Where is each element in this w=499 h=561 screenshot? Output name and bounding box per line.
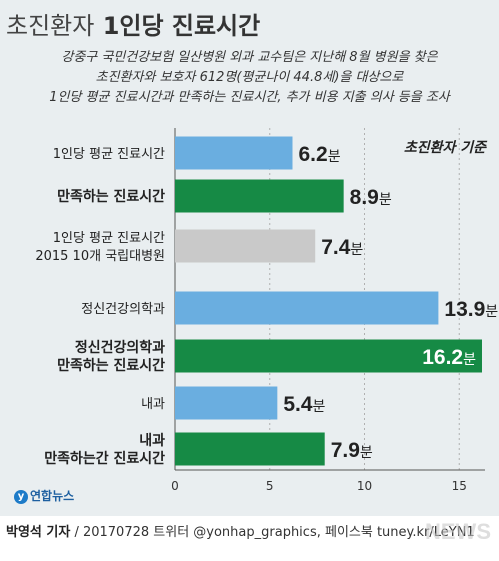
value-label: 7.9분 <box>331 439 373 462</box>
bar <box>175 432 325 466</box>
bar <box>175 386 278 420</box>
title-bold: 1인당 진료시간 <box>102 12 261 40</box>
bar <box>175 229 316 263</box>
category-label: 만족하는간 진료시간 <box>44 450 165 467</box>
category-label: 내과 <box>141 397 165 412</box>
bar <box>175 291 439 325</box>
header: 초진환자 1인당 진료시간 <box>0 0 499 44</box>
value-label: 6.2분 <box>298 143 340 166</box>
category-label: 1인당 평균 진료시간 <box>53 231 165 246</box>
category-label: 만족하는 진료시간 <box>57 357 165 374</box>
credit-rest: / 20170728 트위터 @yonhap_graphics, 페이스북 tu… <box>70 525 475 540</box>
subtitle: 강중구 국민건강보험 일산병원 외과 교수팀은 지난해 8월 병원을 찾은 초진… <box>0 48 499 108</box>
subtitle-line-2: 초진환자와 보호자 612명(평균나이 44.8세)을 대상으로 <box>95 70 404 85</box>
subtitle-line-1: 강중구 국민건강보험 일산병원 외과 교수팀은 지난해 8월 병원을 찾은 <box>61 50 438 65</box>
category-label: 1인당 평균 진료시간 <box>53 147 165 162</box>
value-label: 16.2분 <box>422 346 476 369</box>
value-label: 7.4분 <box>321 236 363 259</box>
category-label: 2015 10개 국립대병원 <box>35 249 165 264</box>
x-tick-label: 10 <box>357 479 372 493</box>
category-label: 정신건강의학과 <box>81 302 165 317</box>
bar <box>175 339 482 373</box>
page-title: 초진환자 1인당 진료시간 <box>6 6 260 41</box>
credit: 박영석 기자 / 20170728 트위터 @yonhap_graphics, … <box>6 521 475 540</box>
logo: y 연합뉴스 <box>14 487 74 504</box>
credit-author: 박영석 기자 <box>6 525 71 540</box>
title-light: 초진환자 <box>6 12 95 40</box>
value-label: 8.9분 <box>350 186 392 209</box>
category-label: 만족하는 진료시간 <box>57 188 165 205</box>
category-label: 내과 <box>139 433 165 449</box>
bar <box>175 136 293 170</box>
logo-text: 연합뉴스 <box>30 489 75 503</box>
chart-annotation: 초진환자 기준 <box>404 140 488 156</box>
x-tick-label: 15 <box>452 479 467 493</box>
x-tick-label: 0 <box>171 479 179 493</box>
value-label: 5.4분 <box>283 393 325 416</box>
watermark: NEWS <box>425 519 491 544</box>
subtitle-line-3: 1인당 평균 진료시간과 만족하는 진료시간, 추가 비용 지출 의사 등을 조… <box>49 90 450 105</box>
x-tick-label: 5 <box>266 479 274 493</box>
bar <box>175 179 344 213</box>
footer <box>0 516 499 561</box>
category-label: 정신건강의학과 <box>75 339 165 356</box>
yonhap-logo-icon: y <box>14 489 28 504</box>
value-label: 13.9분 <box>444 298 498 321</box>
